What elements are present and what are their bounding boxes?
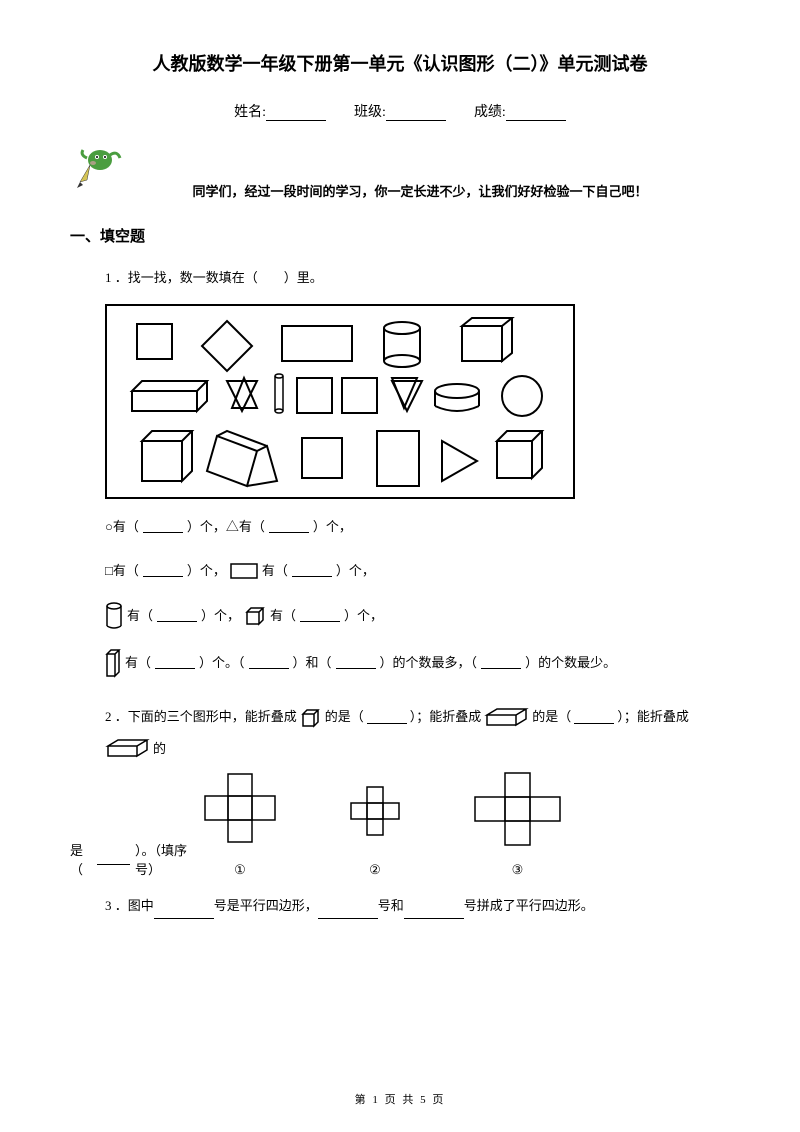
small-cube-icon bbox=[300, 707, 322, 729]
q2-mid1: 的是（ bbox=[325, 703, 364, 732]
cuboid-icon bbox=[105, 648, 121, 678]
q2-mid5: 的 bbox=[153, 735, 166, 764]
rectangle-icon bbox=[230, 563, 258, 579]
cuboid-blank[interactable] bbox=[155, 657, 195, 669]
name-label: 姓名: bbox=[234, 105, 266, 120]
q2-blank-3[interactable] bbox=[97, 853, 130, 865]
page-footer: 第 1 页 共 5 页 bbox=[0, 1091, 800, 1107]
net-label-1: ① bbox=[200, 862, 280, 878]
q3-blank-1[interactable] bbox=[154, 905, 214, 919]
q1-cylinder-cube-line: 有（ ）个， 有（ ）个， bbox=[105, 602, 730, 630]
rect-sep-text: ）个， bbox=[187, 558, 226, 584]
cylinder-blank[interactable] bbox=[157, 610, 197, 622]
cube-sep-text: ）个， bbox=[201, 603, 240, 629]
cylinder-has-text: 有（ bbox=[127, 603, 153, 629]
score-label: 成绩: bbox=[474, 105, 506, 120]
score-blank[interactable] bbox=[506, 107, 566, 121]
most-text-3: ）的个数最多，（ bbox=[380, 650, 478, 676]
q2-prefix: 2 ．下面的三个图形中，能折叠成 bbox=[105, 703, 297, 732]
triangle-has-text: ）个，△有（ bbox=[187, 514, 265, 540]
cylinder-icon bbox=[105, 602, 123, 630]
q2-blank-2[interactable] bbox=[574, 712, 614, 724]
question-2-line: 2 ．下面的三个图形中，能折叠成 的是（ ）；能折叠成 的是（ ）；能折叠成 的 bbox=[105, 703, 730, 763]
cube-has-text: 有（ bbox=[270, 603, 296, 629]
flat-cuboid-icon-1 bbox=[484, 707, 529, 729]
most-text-2: ）和（ bbox=[293, 650, 332, 676]
q3-text3: 号和 bbox=[378, 898, 404, 913]
most-text-4: ）的个数最少。 bbox=[525, 650, 616, 676]
q2-mid2: ）；能折叠成 bbox=[410, 703, 482, 732]
end-text-1: ）个， bbox=[313, 514, 352, 540]
q2-continue: 是（ bbox=[70, 840, 92, 878]
name-blank[interactable] bbox=[266, 107, 326, 121]
q1-circle-triangle-line: ○有（ ）个，△有（ ）个， bbox=[105, 514, 730, 540]
end-text-2: ）个， bbox=[336, 558, 375, 584]
cube-icon bbox=[244, 605, 266, 627]
flat-cuboid-icon-2 bbox=[105, 738, 150, 760]
page-title: 人教版数学一年级下册第一单元《认识图形（二）》单元测试卷 bbox=[70, 50, 730, 76]
q3-text1: 3 ．图中 bbox=[105, 898, 154, 913]
net-option-2: ② bbox=[340, 779, 410, 878]
student-info-line: 姓名: 班级: 成绩: bbox=[70, 101, 730, 121]
rect-blank[interactable] bbox=[292, 565, 332, 577]
q2-mid4: ）；能折叠成 bbox=[617, 703, 689, 732]
q1-cuboid-most-least-line: 有（ ）个。（ ）和（ ）的个数最多，（ ）的个数最少。 bbox=[105, 648, 730, 678]
q3-text2: 号是平行四边形， bbox=[214, 898, 318, 913]
net-option-1: ① bbox=[200, 769, 280, 878]
square-blank[interactable] bbox=[143, 565, 183, 577]
question-1-text: 1 ．找一找，数一数填在（ ）里。 bbox=[105, 266, 730, 289]
rect-has-text: 有（ bbox=[262, 558, 288, 584]
net-label-3: ③ bbox=[470, 862, 565, 878]
q2-mid3: 的是（ bbox=[532, 703, 571, 732]
end-text-3: ）个， bbox=[344, 603, 383, 629]
q2-continue-line: 是（ ）。（填序号） bbox=[70, 840, 200, 878]
circle-blank[interactable] bbox=[143, 521, 183, 533]
question-3-line: 3 ．图中 号是平行四边形， 号和 号拼成了平行四边形。 bbox=[105, 893, 730, 919]
class-label: 班级: bbox=[354, 105, 386, 120]
net-option-3: ③ bbox=[470, 769, 565, 878]
most-blank-2[interactable] bbox=[336, 657, 376, 669]
shapes-diagram bbox=[105, 304, 575, 499]
net-label-2: ② bbox=[340, 862, 410, 878]
square-has-text: □有（ bbox=[105, 558, 139, 584]
triangle-blank[interactable] bbox=[269, 521, 309, 533]
q2-continue2: ）。（填序号） bbox=[135, 840, 200, 878]
q3-blank-3[interactable] bbox=[404, 905, 464, 919]
class-blank[interactable] bbox=[386, 107, 446, 121]
pencil-mascot-icon bbox=[75, 140, 135, 195]
q3-blank-2[interactable] bbox=[318, 905, 378, 919]
q1-square-rect-line: □有（ ）个， 有（ ）个， bbox=[105, 558, 730, 584]
circle-has-text: ○有（ bbox=[105, 514, 139, 540]
encouragement-text: 同学们，经过一段时间的学习，你一定长进不少，让我们好好检验一下自己吧！ bbox=[110, 181, 730, 200]
cube-blank[interactable] bbox=[300, 610, 340, 622]
most-text-1: ）个。（ bbox=[199, 650, 245, 676]
q2-blank-1[interactable] bbox=[367, 712, 407, 724]
cuboid-has-text: 有（ bbox=[125, 650, 151, 676]
least-blank[interactable] bbox=[481, 657, 521, 669]
most-blank-1[interactable] bbox=[249, 657, 289, 669]
section-1-title: 一、填空题 bbox=[70, 225, 730, 246]
q3-text4: 号拼成了平行四边形。 bbox=[464, 898, 594, 913]
